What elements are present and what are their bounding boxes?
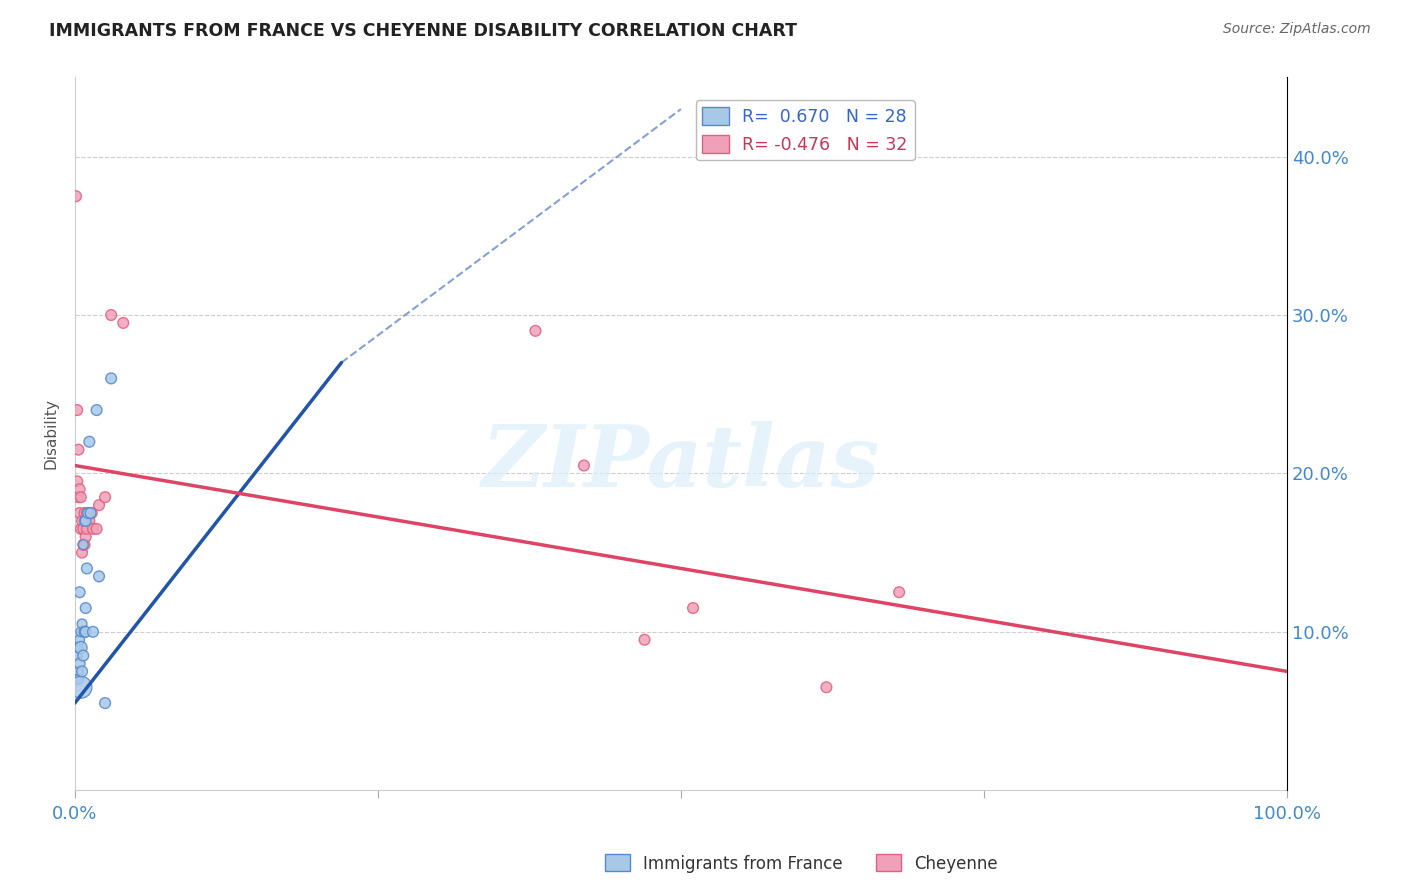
Point [73, 538, 96, 552]
Point [70, 522, 93, 536]
Point [67, 490, 90, 504]
Point [72, 648, 94, 663]
Point [72, 522, 94, 536]
Point [66, 403, 89, 417]
Point [66, 475, 89, 489]
Point [70, 616, 93, 631]
Point [67, 673, 90, 687]
Point [66, 648, 89, 663]
Point [75, 601, 97, 615]
Point [112, 316, 135, 330]
Point [79, 434, 101, 449]
Point [76, 561, 98, 575]
Point [76, 522, 98, 536]
Point [72, 538, 94, 552]
Point [79, 514, 101, 528]
Point [87, 498, 110, 512]
Point [70, 680, 93, 694]
Point [889, 585, 911, 599]
Text: ZIPatlas: ZIPatlas [482, 421, 880, 504]
Point [86, 403, 108, 417]
Point [73, 506, 96, 520]
Point [70, 546, 93, 560]
Y-axis label: Disability: Disability [44, 399, 58, 469]
Point [94, 490, 117, 504]
Point [76, 506, 98, 520]
Point [70, 624, 93, 639]
Point [69, 632, 91, 647]
Point [815, 680, 838, 694]
Point [70, 490, 93, 504]
Point [633, 632, 655, 647]
Point [69, 657, 91, 671]
Point [70, 640, 93, 655]
Point [100, 371, 122, 385]
Point [70, 514, 93, 528]
Point [80, 506, 103, 520]
Point [82, 522, 104, 536]
Point [69, 585, 91, 599]
Point [86, 522, 108, 536]
Point [69, 482, 91, 496]
Point [70, 665, 93, 679]
Legend: Immigrants from France, Cheyenne: Immigrants from France, Cheyenne [598, 847, 1005, 880]
Legend: R=  0.670   N = 28, R= -0.476   N = 32: R= 0.670 N = 28, R= -0.476 N = 32 [696, 101, 915, 161]
Point [73, 514, 96, 528]
Point [69, 506, 91, 520]
Point [72, 538, 94, 552]
Point [73, 624, 96, 639]
Point [87, 569, 110, 583]
Point [75, 514, 97, 528]
Point [75, 624, 97, 639]
Point [79, 506, 101, 520]
Point [65, 189, 87, 203]
Point [682, 601, 704, 615]
Point [572, 458, 595, 473]
Point [82, 624, 104, 639]
Point [67, 665, 90, 679]
Text: IMMIGRANTS FROM FRANCE VS CHEYENNE DISABILITY CORRELATION CHART: IMMIGRANTS FROM FRANCE VS CHEYENNE DISAB… [49, 22, 797, 40]
Point [75, 530, 97, 544]
Text: Source: ZipAtlas.com: Source: ZipAtlas.com [1223, 22, 1371, 37]
Point [77, 506, 100, 520]
Point [524, 324, 547, 338]
Point [67, 640, 90, 655]
Point [94, 696, 117, 710]
Point [67, 442, 90, 457]
Point [100, 308, 122, 322]
